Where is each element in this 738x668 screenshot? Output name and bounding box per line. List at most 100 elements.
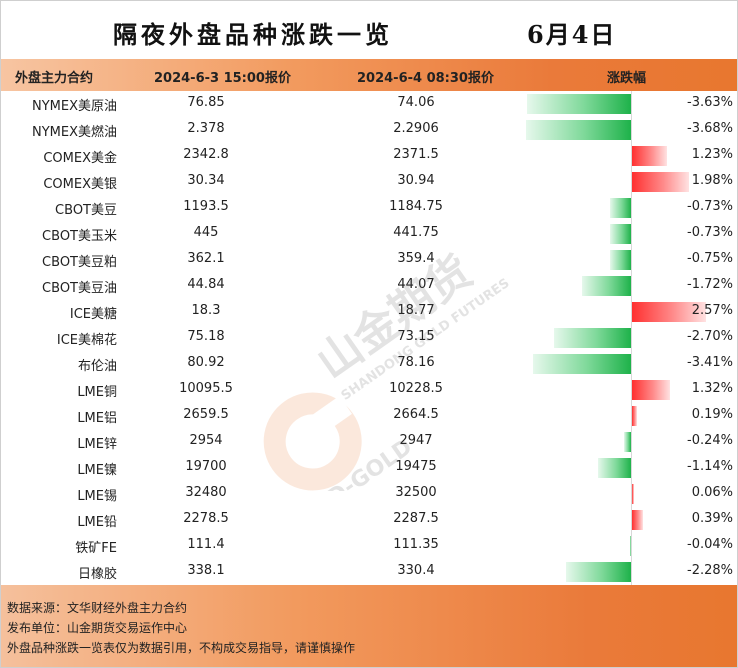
table-row: ICE美棉花 75.18 73.15 -2.70% [1, 325, 737, 351]
price-2: 44.07 [397, 277, 435, 292]
contract-name: LME镍 [77, 463, 117, 478]
table-row: CBOT美豆粕 362.1 359.4 -0.75% [1, 247, 737, 273]
contract-name: COMEX美金 [43, 151, 117, 166]
report-date: 6月4日 [527, 20, 617, 49]
change-bar [632, 146, 668, 166]
change-bar [632, 302, 706, 322]
price-2: 2.2906 [393, 121, 439, 136]
table-row: CBOT美玉米 445 441.75 -0.73% [1, 221, 737, 247]
change-bar [565, 562, 631, 582]
bar-zero-axis [631, 91, 632, 585]
table-row: 布伦油 80.92 78.16 -3.41% [1, 351, 737, 377]
price-2: 32500 [395, 485, 437, 500]
table-row: ICE美糖 18.3 18.77 2.57% [1, 299, 737, 325]
change-percent: 0.19% [691, 407, 733, 422]
price-1: 80.92 [187, 355, 225, 370]
contract-name: CBOT美豆粕 [42, 255, 117, 270]
price-1: 338.1 [187, 563, 225, 578]
header-change: 涨跌幅 [607, 71, 647, 86]
contract-name: 日橡胶 [77, 567, 117, 582]
price-1: 32480 [185, 485, 227, 500]
change-percent: 1.32% [691, 381, 733, 396]
change-bar [598, 458, 631, 478]
change-bar [609, 250, 631, 270]
price-1: 2954 [189, 433, 223, 448]
price-2: 359.4 [397, 251, 435, 266]
contract-name: ICE美棉花 [56, 333, 117, 348]
contract-name: LME锡 [77, 489, 117, 504]
table-row: NYMEX美原油 76.85 74.06 -3.63% [1, 91, 737, 117]
title-bar: 隔夜外盘品种涨跌一览 6月4日 [1, 1, 737, 59]
price-1: 19700 [185, 459, 227, 474]
header-contract: 外盘主力合约 [15, 71, 94, 86]
change-bar [632, 406, 638, 426]
table-row: NYMEX美燃油 2.378 2.2906 -3.68% [1, 117, 737, 143]
footer-disclaimer: 外盘品种涨跌一览表仅为数据引用，不构成交易指导，请谨慎操作 [7, 641, 356, 655]
contract-name: LME铝 [77, 411, 117, 426]
contract-name: COMEX美银 [43, 177, 117, 192]
price-2: 10228.5 [389, 381, 443, 396]
price-1: 2.378 [187, 121, 225, 136]
price-2: 330.4 [397, 563, 435, 578]
price-1: 2278.5 [183, 511, 229, 526]
contract-name: 布伦油 [77, 359, 117, 374]
price-1: 1193.5 [183, 199, 229, 214]
contract-name: CBOT美豆油 [42, 281, 117, 296]
change-percent: 1.23% [691, 147, 733, 162]
page-title: 隔夜外盘品种涨跌一览 [113, 20, 393, 49]
table-row: LME锌 2954 2947 -0.24% [1, 429, 737, 455]
price-2: 2664.5 [393, 407, 439, 422]
change-bar [527, 94, 631, 114]
change-percent: -3.63% [687, 95, 733, 110]
contract-name: CBOT美豆 [55, 203, 117, 218]
header-price-1: 2024-6-3 15:00报价 [154, 71, 291, 86]
change-bar [610, 224, 631, 244]
contract-name: CBOT美玉米 [42, 229, 117, 244]
footer-publisher: 发布单位：山金期货交易运作中心 [7, 621, 188, 635]
price-1: 18.3 [191, 303, 221, 318]
price-2: 2947 [399, 433, 433, 448]
change-bar [525, 120, 631, 140]
table-row: CBOT美豆油 44.84 44.07 -1.72% [1, 273, 737, 299]
contract-name: LME铜 [77, 385, 117, 400]
change-percent: -0.04% [687, 537, 733, 552]
change-percent: 0.39% [691, 511, 733, 526]
change-bar [610, 198, 631, 218]
table-header: 外盘主力合约 2024-6-3 15:00报价 2024-6-4 08:30报价… [1, 59, 737, 91]
contract-name: NYMEX美燃油 [31, 125, 117, 140]
price-1: 2659.5 [183, 407, 229, 422]
price-2: 74.06 [397, 95, 435, 110]
change-bar [553, 328, 631, 348]
change-percent: -0.73% [687, 199, 733, 214]
price-2: 19475 [395, 459, 437, 474]
change-percent: 1.98% [691, 173, 733, 188]
price-1: 111.4 [187, 537, 225, 552]
price-2: 73.15 [397, 329, 435, 344]
price-1: 30.34 [187, 173, 225, 188]
price-1: 75.18 [187, 329, 225, 344]
change-percent: -2.70% [687, 329, 733, 344]
price-2: 441.75 [393, 225, 439, 240]
price-1: 362.1 [187, 251, 225, 266]
table-row: LME镍 19700 19475 -1.14% [1, 455, 737, 481]
table-row: CBOT美豆 1193.5 1184.75 -0.73% [1, 195, 737, 221]
price-2: 111.35 [393, 537, 439, 552]
change-percent: -3.68% [687, 121, 733, 136]
table-row: LME锡 32480 32500 0.06% [1, 481, 737, 507]
change-bar [629, 536, 631, 556]
table-row: COMEX美金 2342.8 2371.5 1.23% [1, 143, 737, 169]
change-percent: -0.75% [687, 251, 733, 266]
price-2: 30.94 [397, 173, 435, 188]
contract-name: ICE美糖 [69, 307, 117, 322]
change-percent: -1.14% [687, 459, 733, 474]
table-row: COMEX美银 30.34 30.94 1.98% [1, 169, 737, 195]
change-bar [624, 432, 631, 452]
change-bar [632, 380, 670, 400]
change-percent: 2.57% [691, 303, 733, 318]
change-bar [533, 354, 631, 374]
price-1: 2342.8 [183, 147, 229, 162]
table-row: LME铜 10095.5 10228.5 1.32% [1, 377, 737, 403]
header-price-2: 2024-6-4 08:30报价 [357, 71, 494, 86]
table-row: 铁矿FE 111.4 111.35 -0.04% [1, 533, 737, 559]
